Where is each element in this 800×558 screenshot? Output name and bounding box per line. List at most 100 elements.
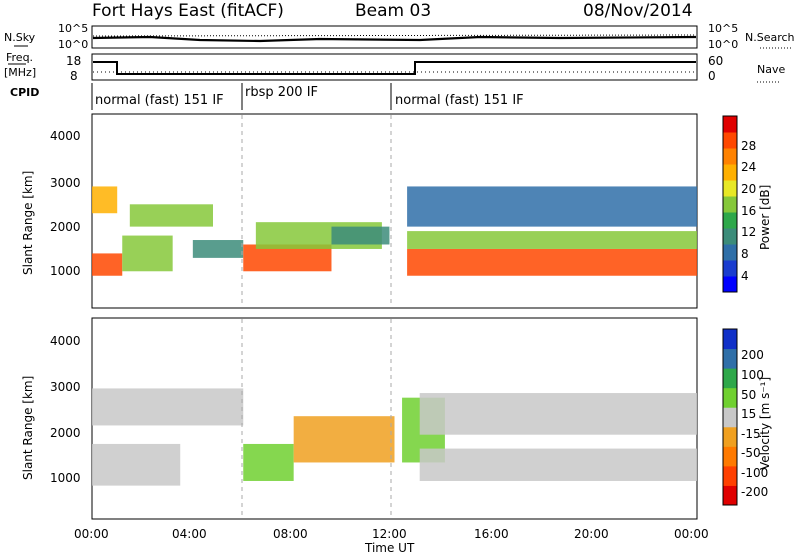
velocity-colorbar-cell-4 [723,407,737,428]
freq-tick-bottom: 8 [70,69,78,83]
power-cb-tick-16: 16 [741,204,756,218]
nave-tick-bottom: 0 [708,69,716,83]
power-band-3 [92,186,118,214]
power-colorbar-frame [722,115,738,293]
noise-left-tick-bottom: 10^0 [58,38,88,51]
xtick-1: 04:00 [172,527,207,541]
velocity-band-0 [92,443,181,486]
xtick-6: 00:00 [674,527,709,541]
radar-title: Fort Hays East (fitACF) [92,1,284,21]
power-colorbar-cell-10 [723,116,737,133]
power-colorbar-cell-1 [723,260,737,277]
power-ytick-2000: 2000 [50,220,81,234]
noise-right-tick-top: 10^5 [708,22,738,35]
power-colorbar-cell-2 [723,244,737,261]
freq-tick-top: 18 [66,54,81,68]
velocity-colorbar-cell-7 [723,348,737,369]
power-colorbar-cell-5 [723,196,737,213]
noise-panel: N.Sky 10^5 10^0 10^5 10^0 N.Search [4,22,795,51]
velocity-colorbar-cell-1 [723,465,737,486]
power-colorbar-cells [723,116,737,293]
nave-tick-top: 60 [708,54,723,68]
power-colorbar-cell-7 [723,164,737,181]
power-cb-tick-24: 24 [741,160,756,174]
velocity-cb-label: Velocity [m s⁻¹] [758,377,772,470]
power-band-4 [129,204,213,227]
power-ytick-3000: 3000 [50,176,81,190]
velocity-cb-tick-15: 15 [741,407,756,421]
cpid-label: CPID [10,86,39,99]
power-colorbar-cell-4 [723,212,737,229]
xtick-2: 08:00 [273,527,308,541]
velocity-colorbar-cell-5 [723,387,737,408]
velocity-colorbar-cell-0 [723,485,737,506]
velocity-colorbar-cell-3 [723,426,737,447]
velocity-ytick-3000: 3000 [50,380,81,394]
time-axis: 00:00 04:00 08:00 12:00 16:00 20:00 00:0… [74,527,709,555]
freq-panel-frame [91,53,698,81]
velocity-ytick-2000: 2000 [50,426,81,440]
power-band-1 [122,235,173,272]
power-band-0 [92,253,123,276]
velocity-colorbar: 200 100 50 15 -15 -50 -100 -200 Velocity… [722,328,772,506]
nave-label: Nave [757,63,785,76]
velocity-cb-tick-100: 100 [741,368,764,382]
noise-line [92,35,697,43]
power-ytick-4000: 4000 [50,129,81,143]
velocity-colorbar-cell-8 [723,329,737,350]
power-band-9 [407,231,697,249]
cpid-panel: CPID normal (fast) 151 IF rbsp 200 IF no… [10,83,524,110]
mode-label-1: normal (fast) 151 IF [95,93,224,108]
power-colorbar-cell-3 [723,228,737,245]
noise-left-label: N.Sky [4,31,36,44]
power-cb-tick-4: 4 [741,269,749,283]
noise-search-line [92,34,697,37]
freq-label: Freq. [6,51,33,64]
power-colorbar: 4 8 12 16 20 24 28 Power [dB] [722,115,772,293]
power-colorbar-cell-0 [723,276,737,293]
velocity-cb-tick-50: 50 [741,388,756,402]
power-cb-tick-12: 12 [741,225,756,239]
velocity-colorbar-frame [722,328,738,506]
noise-left-tick-top: 10^5 [58,22,88,35]
velocity-cb-tick-m15: -15 [741,427,761,441]
power-bands [92,186,697,276]
velocity-band-1 [92,388,244,426]
mode-label-2: rbsp 200 IF [245,85,318,100]
velocity-colorbar-cell-6 [723,368,737,389]
velocity-ytick-4000: 4000 [50,334,81,348]
xtick-3: 12:00 [372,527,407,541]
freq-panel: Freq. [MHz] 18 8 60 0 Nave [4,51,785,83]
power-band-2 [192,240,244,258]
velocity-cb-tick-m50: -50 [741,446,761,460]
beam-title: Beam 03 [355,1,431,21]
velocity-bands [92,388,697,486]
velocity-ytick-1000: 1000 [50,471,81,485]
power-colorbar-cell-8 [723,148,737,165]
power-ylabel: Slant Range [km] [21,171,35,275]
xtick-5: 20:00 [574,527,609,541]
xtick-0: 00:00 [74,527,109,541]
velocity-panel: 1000 2000 3000 4000 Slant Range [km] [21,317,698,520]
noise-panel-frame [91,25,698,49]
power-ytick-1000: 1000 [50,264,81,278]
velocity-colorbar-cell-2 [723,446,737,467]
power-band-8 [407,248,697,276]
power-cb-label: Power [dB] [758,185,772,250]
velocity-band-3 [293,416,395,463]
xtick-4: 16:00 [474,527,509,541]
power-panel: 1000 2000 3000 4000 Slant Range [km] [21,113,698,309]
mode-label-3: normal (fast) 151 IF [395,93,524,108]
power-cb-tick-28: 28 [741,139,756,153]
date-title: 08/Nov/2014 [583,1,693,21]
velocity-colorbar-cells [723,329,737,506]
xlabel: Time UT [364,541,415,554]
velocity-band-6 [419,393,697,435]
power-band-7 [331,226,390,245]
noise-right-tick-bottom: 10^0 [708,38,738,51]
power-cb-tick-20: 20 [741,182,756,196]
velocity-cb-tick-200: 200 [741,348,764,362]
velocity-cb-tick-m100: -100 [741,466,768,480]
freq-line [93,61,696,75]
